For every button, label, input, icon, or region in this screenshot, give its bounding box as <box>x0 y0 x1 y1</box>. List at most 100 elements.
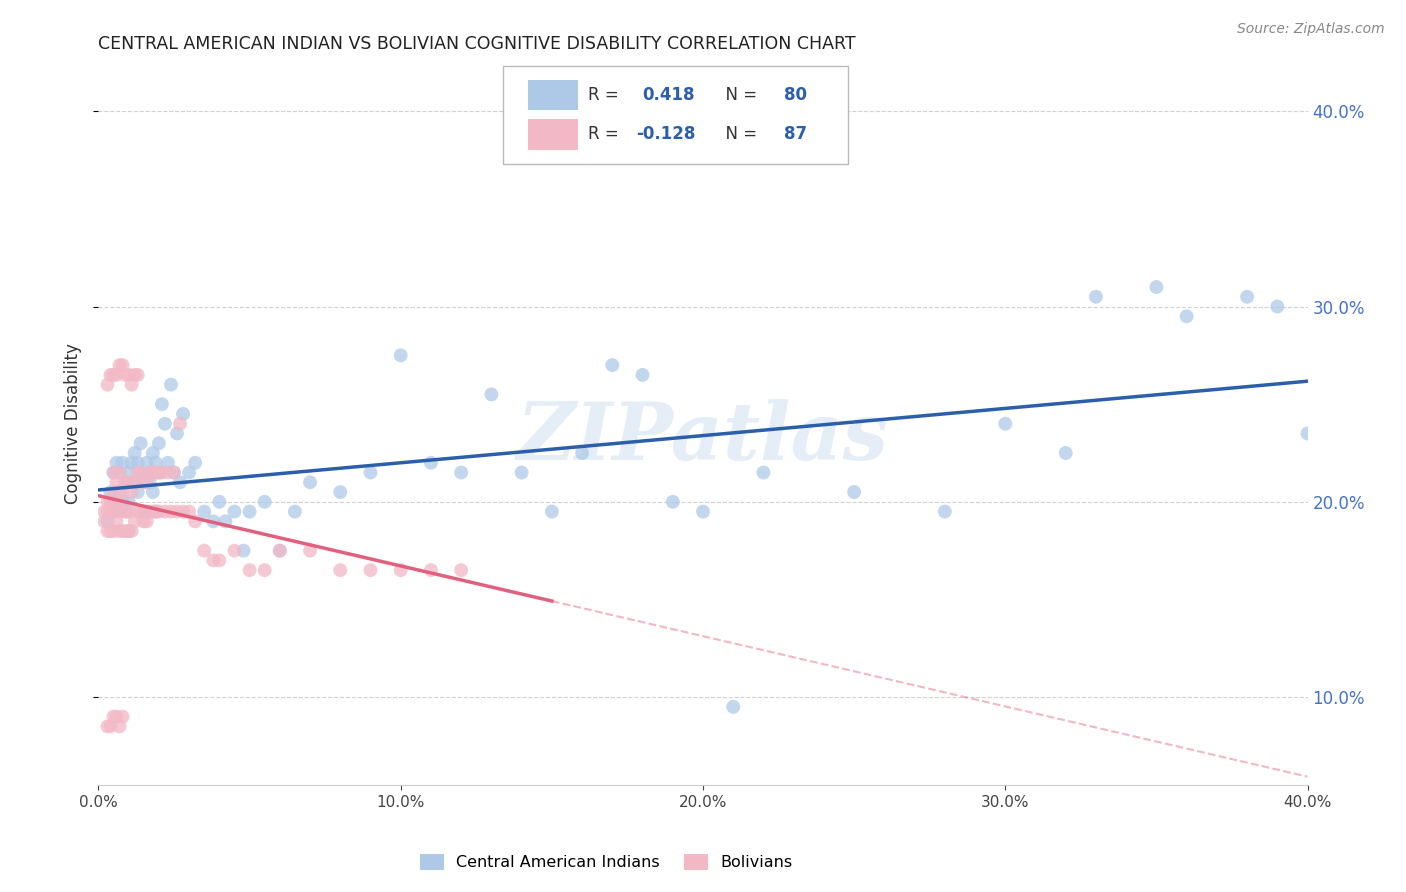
Point <box>166 505 188 519</box>
Point <box>121 524 143 538</box>
Point <box>179 466 201 480</box>
Point <box>329 485 352 500</box>
Text: -0.128: -0.128 <box>637 126 696 144</box>
Point <box>510 466 533 480</box>
Point <box>208 495 231 509</box>
Point <box>132 475 155 490</box>
Point <box>118 524 141 538</box>
Point <box>1054 446 1077 460</box>
FancyBboxPatch shape <box>527 120 578 150</box>
Point <box>124 368 146 382</box>
Point <box>269 543 291 558</box>
Point <box>253 495 276 509</box>
Point <box>111 495 134 509</box>
Point <box>299 543 322 558</box>
Point <box>994 417 1017 431</box>
Point <box>105 514 128 528</box>
Point <box>179 505 201 519</box>
Point <box>481 387 503 401</box>
Point <box>96 524 118 538</box>
Point <box>142 505 165 519</box>
FancyBboxPatch shape <box>527 80 578 111</box>
Point <box>139 505 162 519</box>
Point <box>108 485 131 500</box>
Point <box>114 475 136 490</box>
Point <box>661 495 683 509</box>
Point <box>121 456 143 470</box>
Point <box>193 505 215 519</box>
Point <box>1267 300 1289 314</box>
Point <box>103 495 125 509</box>
Point <box>284 505 307 519</box>
Point <box>103 466 125 480</box>
Text: N =: N = <box>716 87 762 104</box>
Point <box>118 524 141 538</box>
Point <box>145 466 167 480</box>
Point <box>389 348 412 362</box>
Y-axis label: Cognitive Disability: Cognitive Disability <box>65 343 83 504</box>
Point <box>103 524 125 538</box>
Point <box>108 495 131 509</box>
Point <box>420 563 443 577</box>
Point <box>121 485 143 500</box>
Point <box>139 475 162 490</box>
Point <box>156 466 179 480</box>
Point <box>93 514 115 528</box>
Point <box>145 456 167 470</box>
Point <box>148 466 170 480</box>
Point <box>111 485 134 500</box>
Point <box>129 466 152 480</box>
Point <box>100 719 122 733</box>
Point <box>132 505 155 519</box>
Point <box>631 368 654 382</box>
Point <box>100 485 122 500</box>
Point <box>184 456 207 470</box>
Legend: Central American Indians, Bolivians: Central American Indians, Bolivians <box>413 847 799 877</box>
Point <box>114 505 136 519</box>
Text: 87: 87 <box>785 126 807 144</box>
Point <box>118 505 141 519</box>
Point <box>108 466 131 480</box>
Point <box>239 563 262 577</box>
Point <box>105 709 128 723</box>
Point <box>150 466 173 480</box>
Point <box>111 709 134 723</box>
Point <box>360 466 382 480</box>
Point <box>100 524 122 538</box>
Point <box>105 368 128 382</box>
Point <box>111 358 134 372</box>
Text: N =: N = <box>716 126 762 144</box>
Point <box>142 485 165 500</box>
Point <box>105 456 128 470</box>
Point <box>135 514 157 528</box>
Text: R =: R = <box>588 126 624 144</box>
Point <box>163 466 186 480</box>
Point <box>571 446 593 460</box>
Point <box>108 466 131 480</box>
Point <box>420 456 443 470</box>
FancyBboxPatch shape <box>503 66 848 163</box>
Point <box>145 505 167 519</box>
Point <box>111 524 134 538</box>
Point <box>224 505 246 519</box>
Point <box>389 563 412 577</box>
Point <box>108 524 131 538</box>
Point <box>1296 426 1319 441</box>
Point <box>142 446 165 460</box>
Point <box>450 466 472 480</box>
Point <box>96 495 118 509</box>
Point <box>103 466 125 480</box>
Point <box>114 475 136 490</box>
Point <box>135 475 157 490</box>
Point <box>111 505 134 519</box>
Point <box>105 495 128 509</box>
Point <box>96 719 118 733</box>
Point <box>163 466 186 480</box>
Point <box>166 426 188 441</box>
Point <box>1144 280 1167 294</box>
Point <box>239 505 262 519</box>
Point <box>1085 290 1108 304</box>
Point <box>105 475 128 490</box>
Point <box>153 505 176 519</box>
Point <box>129 466 152 480</box>
